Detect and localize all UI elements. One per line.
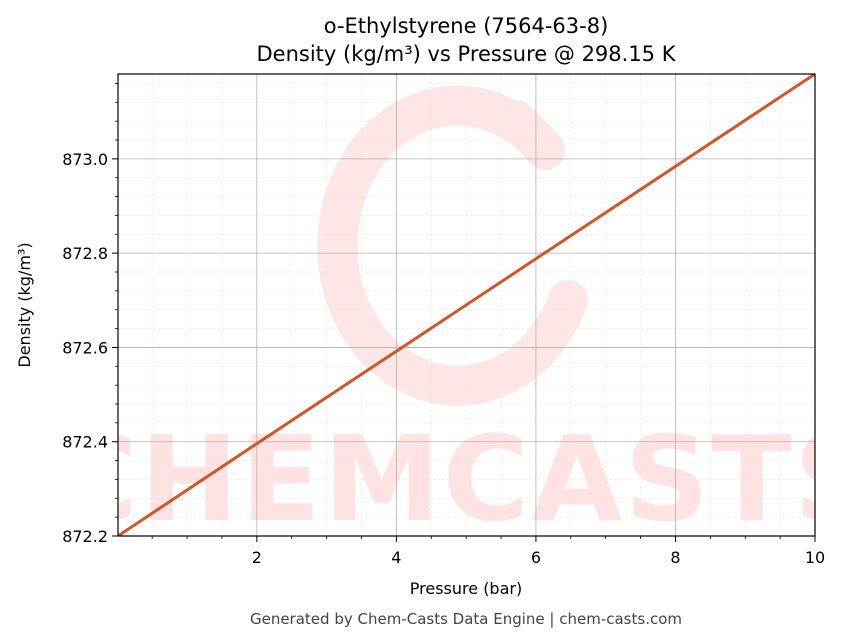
y-tick-label: 872.2 — [62, 527, 108, 546]
y-tick-label: 872.8 — [62, 244, 108, 263]
footer-credit: Generated by Chem-Casts Data Engine | ch… — [250, 610, 682, 628]
major-grid — [118, 74, 816, 537]
y-tick-label: 873.0 — [62, 150, 108, 169]
series-line — [118, 74, 815, 536]
chart-title: o-Ethylstyrene (7564-63-8) — [324, 14, 609, 38]
y-axis-ticks: 872.2 872.4 872.6 872.8 873.0 — [62, 83, 118, 546]
x-axis-ticks: 2 4 6 8 10 — [151, 536, 825, 567]
x-tick-label: 6 — [531, 548, 541, 567]
y-axis-label: Density (kg/m³) — [15, 242, 34, 367]
x-tick-label: 8 — [670, 548, 680, 567]
y-tick-label: 872.4 — [62, 433, 108, 452]
y-tick-label: 872.6 — [62, 338, 108, 357]
minor-grid — [118, 74, 815, 536]
x-tick-label: 4 — [391, 548, 401, 567]
x-tick-label: 2 — [252, 548, 262, 567]
watermark-logo-icon — [317, 85, 588, 406]
watermark-text: CHEMCASTS — [51, 410, 843, 548]
x-axis-label: Pressure (bar) — [410, 579, 522, 598]
x-tick-label: 10 — [805, 548, 825, 567]
watermark: CHEMCASTS — [51, 85, 843, 548]
chart-subtitle: Density (kg/m³) vs Pressure @ 298.15 K — [256, 42, 676, 66]
